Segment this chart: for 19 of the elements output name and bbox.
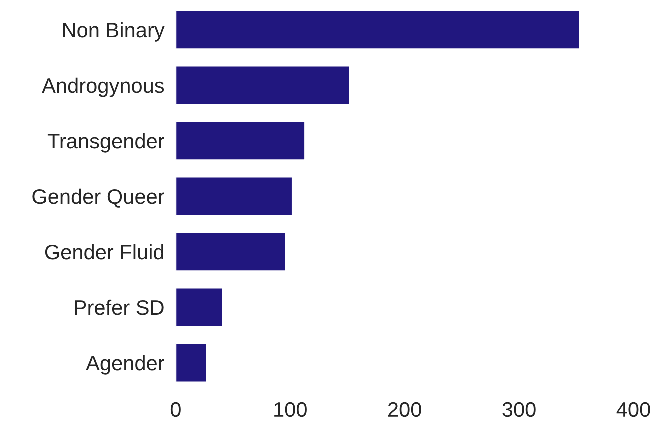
bar (176, 10, 581, 50)
bar (176, 176, 294, 217)
x-tick-label: 0 (170, 402, 181, 418)
x-tick-label: 100 (274, 402, 307, 418)
bar (176, 232, 286, 272)
x-tick-label: 400 (616, 402, 650, 418)
y-tick-label: Gender Queer (32, 188, 164, 208)
y-tick-label: Prefer SD (75, 300, 164, 316)
y-tick-label: Agender (86, 355, 164, 375)
x-tick-label: 200 (388, 402, 422, 418)
x-tick-label: 300 (502, 402, 536, 418)
y-tick-label: Gender Fluid (45, 244, 164, 260)
bar (176, 342, 208, 384)
y-tick-label: Non Binary (63, 22, 165, 42)
y-tick-label: Transgender (48, 133, 164, 153)
bar (176, 287, 224, 328)
bar (176, 65, 351, 106)
bar (176, 120, 306, 162)
y-tick-label: Androgynous (42, 78, 164, 98)
